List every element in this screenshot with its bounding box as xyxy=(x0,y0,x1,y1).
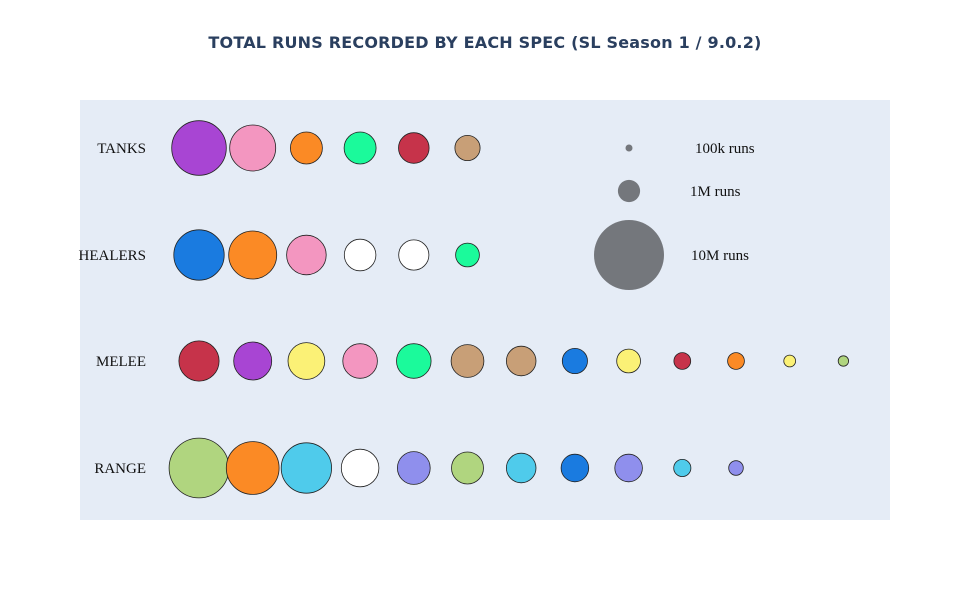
bubble-melee-7[interactable] xyxy=(506,345,537,377)
row-label-melee: MELEE xyxy=(96,354,146,370)
bubble-melee-4[interactable] xyxy=(342,343,378,379)
bubble-range-9[interactable] xyxy=(614,453,643,483)
bubble-melee-6[interactable] xyxy=(450,344,485,378)
row-label-range: RANGE xyxy=(94,461,146,477)
rows-layer: TANKS HEALERS MELEE RANGE xyxy=(79,120,850,499)
bubble-range-11[interactable] xyxy=(728,460,744,476)
bubble-healers-6[interactable] xyxy=(455,242,480,268)
bubble-range-7[interactable] xyxy=(506,452,537,484)
bubble-tanks-3[interactable] xyxy=(289,131,323,165)
bubble-range-1[interactable] xyxy=(168,437,230,499)
bubble-range-6[interactable] xyxy=(451,451,484,485)
bubble-melee-2[interactable] xyxy=(233,341,273,381)
bubble-melee-1[interactable] xyxy=(178,340,220,382)
legend-bubble-3 xyxy=(594,220,664,290)
bubble-range-4[interactable] xyxy=(340,448,380,488)
bubble-healers-3[interactable] xyxy=(286,234,327,276)
bubble-tanks-6[interactable] xyxy=(454,134,481,161)
size-legend: 100k runs 1M runs 10M runs xyxy=(594,141,755,290)
bubble-range-2[interactable] xyxy=(225,441,280,495)
row-label-tanks: TANKS xyxy=(97,141,146,157)
bubble-melee-10[interactable] xyxy=(673,352,692,370)
legend-label-2: 1M runs xyxy=(690,184,741,200)
legend-bubble-2 xyxy=(617,179,641,203)
bubble-range-3[interactable] xyxy=(280,442,332,494)
bubble-range-5[interactable] xyxy=(396,451,431,485)
bubble-melee-9[interactable] xyxy=(616,348,641,374)
bubble-healers-5[interactable] xyxy=(398,239,430,271)
bubble-tanks-1[interactable] xyxy=(171,120,227,176)
bubble-healers-1[interactable] xyxy=(173,229,225,281)
bubble-tanks-4[interactable] xyxy=(343,131,377,165)
bubble-tanks-5[interactable] xyxy=(398,132,430,164)
bubble-range-10[interactable] xyxy=(673,458,692,477)
legend-bubble-1 xyxy=(625,144,633,152)
legend-label-1: 100k runs xyxy=(695,141,755,157)
bubble-healers-2[interactable] xyxy=(228,230,278,280)
row-label-healers: HEALERS xyxy=(79,248,147,264)
bubble-melee-5[interactable] xyxy=(396,343,432,379)
bubble-melee-13[interactable] xyxy=(837,355,850,367)
legend-label-3: 10M runs xyxy=(691,248,749,264)
bubble-melee-8[interactable] xyxy=(561,347,588,374)
bubble-melee-12[interactable] xyxy=(783,354,796,368)
bubble-healers-4[interactable] xyxy=(343,238,377,272)
bubble-melee-3[interactable] xyxy=(287,342,326,380)
bubble-melee-11[interactable] xyxy=(727,352,745,370)
bubble-tanks-2[interactable] xyxy=(229,124,277,172)
bubble-range-8[interactable] xyxy=(560,453,590,483)
chart-title: TOTAL RUNS RECORDED BY EACH SPEC (SL Sea… xyxy=(208,33,762,52)
